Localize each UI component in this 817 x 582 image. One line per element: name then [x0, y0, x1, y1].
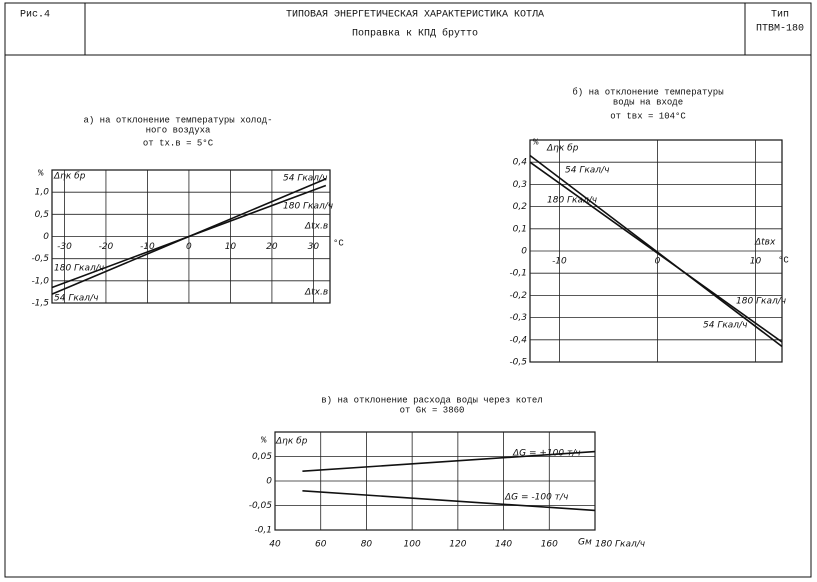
chart-title: в) на отклонение расхода воды через коте…	[321, 395, 542, 405]
y-tick-label: 0,5	[35, 210, 50, 220]
x-tick-label: 160	[541, 540, 558, 550]
y-unit: %	[261, 435, 267, 445]
page-title: ТИПОВАЯ ЭНЕРГЕТИЧЕСКАЯ ХАРАКТЕРИСТИКА КО…	[286, 10, 544, 21]
series-label: 54 Гкал/ч	[565, 166, 609, 176]
y-tick-label: -0,5	[31, 254, 49, 264]
x-tick-label: 120	[449, 540, 466, 550]
type-label: Тип	[771, 10, 789, 21]
y-tick-label: -0,1	[254, 526, 272, 536]
series-label: 180 Гкал/ч	[283, 202, 333, 212]
y-tick-label: -0,4	[509, 335, 527, 345]
x-tick-label: 140	[495, 540, 512, 550]
data-line	[302, 490, 596, 512]
chart-title: а) на отклонение температуры холод-	[83, 115, 272, 125]
y-tick-label: -0,3	[509, 313, 527, 323]
frame	[4, 2, 812, 578]
series-label: 54 Гкал/ч	[54, 294, 98, 304]
y-tick-label: -1,0	[31, 276, 49, 286]
series-label: 54 Гкал/ч	[703, 321, 747, 331]
data-line	[529, 154, 783, 348]
data-line	[302, 450, 596, 472]
y-label: Δηк бр	[546, 144, 579, 154]
x-tick-label: 60	[315, 540, 327, 550]
x-unit: °C	[333, 238, 344, 248]
y-tick-label: 1,0	[35, 188, 50, 198]
page-subtitle: Поправка к КПД брутто	[352, 27, 478, 40]
y-unit: %	[533, 137, 539, 147]
x-tick-label: 180 Гкал/ч	[595, 540, 645, 550]
chart-title: от tвх = 104°C	[610, 111, 686, 121]
series-label: 180 Гкал/ч	[54, 264, 104, 274]
data-line	[529, 161, 783, 343]
series-label: ΔG = +100 т/ч	[512, 449, 581, 459]
y-tick-label: -1,5	[31, 299, 49, 309]
chart-title: б) на отклонение температуры	[572, 87, 723, 97]
y-tick-label: -0,5	[509, 358, 527, 368]
x-tick-label: 40	[269, 540, 281, 550]
x-unit: °C	[778, 255, 789, 265]
data-line	[51, 184, 327, 289]
y-tick-label: 0	[43, 232, 49, 242]
series-label: 180 Гкал/ч	[547, 196, 597, 206]
series-label: 180 Гкал/ч	[736, 297, 786, 307]
y-tick-label: 0,2	[513, 202, 528, 212]
series-label: ΔG = -100 т/ч	[504, 493, 568, 503]
y-tick-label: 0,05	[252, 452, 272, 462]
x-label: Gм	[578, 538, 592, 548]
y-tick-label: 0,1	[513, 224, 527, 234]
x-label: Δtх.в	[304, 222, 328, 232]
series-label: 54 Гкал/ч	[283, 174, 327, 184]
chart-title: ного воздуха	[146, 125, 211, 135]
y-tick-label: 0	[521, 247, 527, 257]
y-tick-label: -0,05	[249, 501, 273, 511]
y-unit: %	[38, 168, 44, 178]
y-tick-label: -0,1	[509, 269, 527, 279]
x-tick-label: 80	[361, 540, 373, 550]
chart-title: воды на входе	[613, 97, 683, 107]
x-label: Δtвх	[754, 238, 776, 248]
y-label: Δηк бр	[275, 437, 308, 447]
y-tick-label: -0,2	[509, 291, 527, 301]
y-tick-label: 0,3	[513, 180, 528, 190]
y-tick-label: 0	[266, 477, 272, 487]
y-tick-label: 0,4	[513, 158, 528, 168]
y-label: Δηк бр	[53, 172, 86, 182]
chart-title: от Gк = 3860	[400, 405, 465, 415]
type-value: ПТВМ-180	[756, 24, 804, 35]
chart-title: от tх.в = 5°C	[143, 138, 214, 148]
x-label: Δtх.в	[304, 288, 328, 298]
x-tick-label: 100	[404, 540, 421, 550]
figure-label: Рис.4	[20, 10, 50, 21]
